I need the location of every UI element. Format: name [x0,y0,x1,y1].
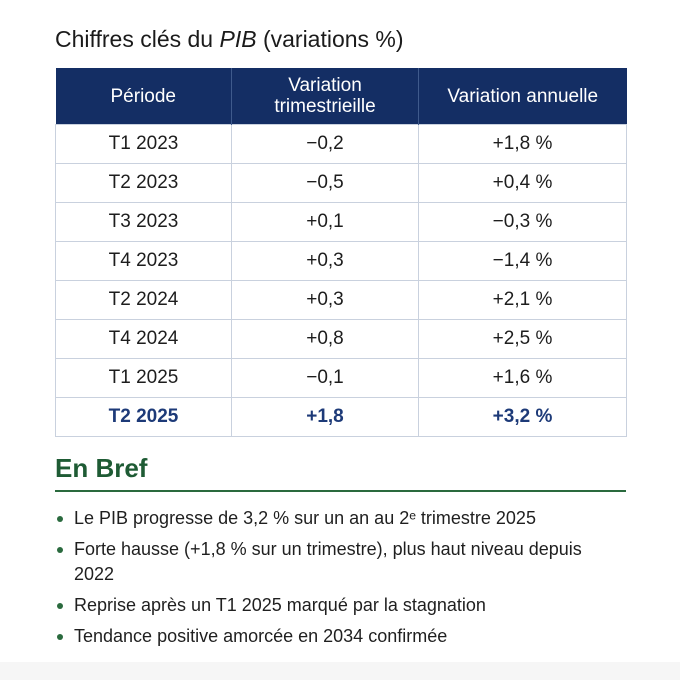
cell-periode: T3 2023 [55,202,232,242]
cell-annuelle: +2,5 % [418,319,627,359]
cell-trim: +0,3 [231,280,419,320]
table-row: T2 2024 +0,3 +2,1 % [55,280,627,320]
cell-annuelle: −0,3 % [418,202,627,242]
bullet-icon [57,603,63,609]
cell-trim: −0,1 [231,358,419,398]
table-row-highlight: T2 2025 +1,8 +3,2 % [55,397,627,437]
page-title: Chiffres clés du PIB (variations %) [55,26,404,53]
bullet-icon [57,516,63,522]
cell-annuelle: +2,1 % [418,280,627,320]
header-variation-trimestrielle: Variation trimestrieille [231,68,419,125]
cell-periode: T4 2024 [55,319,232,359]
header-trim-line1: Variation [288,75,362,96]
gdp-table: Période Variation trimestrieille Variati… [55,68,627,437]
title-italic: PIB [219,26,257,52]
cell-annuelle: +0,4 % [418,163,627,203]
bottom-edge [0,662,680,680]
list-item: Reprise après un T1 2025 marqué par la s… [55,593,626,618]
cell-trim: −0,5 [231,163,419,203]
table-row: T1 2025 −0,1 +1,6 % [55,358,627,398]
cell-periode: T4 2023 [55,241,232,281]
cell-annuelle: +1,8 % [418,124,627,164]
en-bref-list: Le PIB progresse de 3,2 % sur un an au 2… [55,506,626,655]
cell-trim: −0,2 [231,124,419,164]
list-item: Tendance positive amorcée en 2034 confir… [55,624,626,649]
table-row: T3 2023 +0,1 −0,3 % [55,202,627,242]
header-variation-annuelle: Variation annuelle [418,68,627,125]
cell-trim: +0,3 [231,241,419,281]
cell-periode: T2 2025 [55,397,232,437]
cell-annuelle: +1,6 % [418,358,627,398]
list-item: Forte hausse (+1,8 % sur un trimestre), … [55,537,626,587]
cell-periode: T1 2023 [55,124,232,164]
title-suffix: (variations %) [256,26,404,52]
title-prefix: Chiffres clés du [55,26,220,52]
table-row: T2 2023 −0,5 +0,4 % [55,163,627,203]
cell-periode: T2 2024 [55,280,232,320]
list-item-text: Forte hausse (+1,8 % sur un trimestre), … [74,539,582,584]
cell-periode: T2 2023 [55,163,232,203]
header-periode: Période [55,68,232,125]
gdp-table-container: Période Variation trimestrieille Variati… [55,68,627,437]
bullet-icon [57,634,63,640]
table-row: T1 2023 −0,2 +1,8 % [55,124,627,164]
list-item-text: Tendance positive amorcée en 2034 confir… [74,626,448,646]
cell-annuelle: −1,4 % [418,241,627,281]
table-row: T4 2023 +0,3 −1,4 % [55,241,627,281]
bullet-icon [57,547,63,553]
header-trim-line2: trimestrieille [274,96,376,117]
table-header-row: Période Variation trimestrieille Variati… [55,68,627,125]
list-item: Le PIB progresse de 3,2 % sur un an au 2… [55,506,626,531]
en-bref-title: En Bref [55,453,148,483]
section-divider [55,490,626,492]
cell-trim: +0,1 [231,202,419,242]
cell-trim: +0,8 [231,319,419,359]
cell-annuelle: +3,2 % [418,397,627,437]
cell-periode: T1 2025 [55,358,232,398]
list-item-text: Reprise après un T1 2025 marqué par la s… [74,595,486,615]
table-row: T4 2024 +0,8 +2,5 % [55,319,627,359]
list-item-text: Le PIB progresse de 3,2 % sur un an au 2… [74,508,536,528]
cell-trim: +1,8 [231,397,419,437]
